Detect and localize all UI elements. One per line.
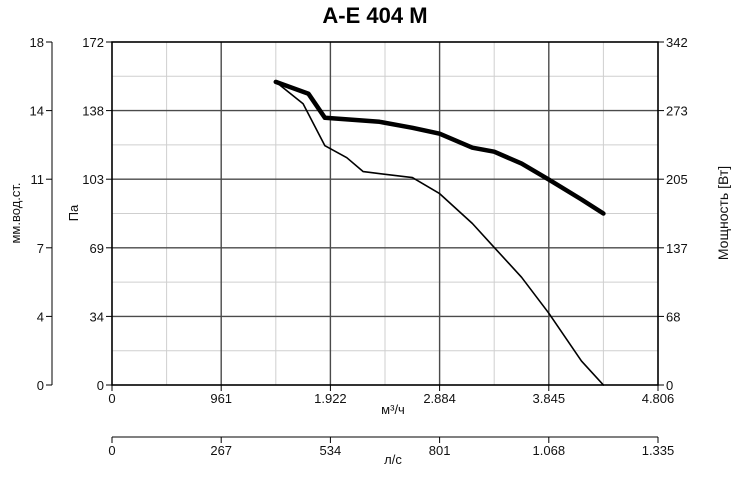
- y-tick-label: 103: [82, 172, 104, 187]
- x-tick-label: 3.845: [533, 391, 566, 406]
- y-left-tick-label: 4: [37, 309, 44, 324]
- y-axis-label: Па: [66, 204, 81, 221]
- series-group: [273, 79, 606, 386]
- y-left-tick-label: 14: [30, 104, 44, 119]
- y-right-tick-label: 205: [666, 172, 688, 187]
- x-tick-label: 0: [108, 391, 115, 406]
- x2-axis-label: л/с: [384, 452, 402, 467]
- x2-tick-label: 267: [210, 443, 232, 458]
- y-right-tick-label: 0: [666, 378, 673, 393]
- y-left-tick-label: 0: [37, 378, 44, 393]
- x2-tick-label: 1.335: [642, 443, 675, 458]
- y-left-axis-label: мм.вод.ст.: [8, 182, 23, 243]
- x-tick-label: 1.922: [314, 391, 347, 406]
- y-tick-label: 0: [97, 378, 104, 393]
- series-line-1: [273, 79, 606, 216]
- y-tick-label: 138: [82, 104, 104, 119]
- y-left-tick-label: 7: [37, 241, 44, 256]
- grid: [51, 41, 659, 386]
- x-tick-label: 2.884: [423, 391, 456, 406]
- x-axis-label: м³/ч: [381, 402, 405, 417]
- y-right-tick-label: 137: [666, 241, 688, 256]
- x-tick-label: 4.806: [642, 391, 675, 406]
- x-tick-label: 961: [210, 391, 232, 406]
- x2-tick-label: 0: [108, 443, 115, 458]
- x2-tick-label: 801: [429, 443, 451, 458]
- x2-tick-label: 534: [320, 443, 342, 458]
- y-right-tick-label: 68: [666, 309, 680, 324]
- x2-tick-label: 1.068: [533, 443, 566, 458]
- chart-title: A-E 404 M: [322, 3, 427, 28]
- y-right-tick-label: 342: [666, 35, 688, 50]
- plot-frame: [111, 41, 659, 386]
- y-right-tick-label: 273: [666, 104, 688, 119]
- y-right-axis-label: Мощность [Вт]: [715, 166, 731, 260]
- y-tick-label: 34: [90, 309, 104, 324]
- y-tick-label: 69: [90, 241, 104, 256]
- y-tick-label: 172: [82, 35, 104, 50]
- y-left-tick-label: 11: [31, 172, 45, 187]
- tick-labels: 0 34 69 103 138 172 0 4 7 11 14 18 0 68 137 205 273 342 0 9…: [30, 35, 688, 458]
- series-line-2: [274, 81, 605, 386]
- y-left-tick-label: 18: [30, 35, 44, 50]
